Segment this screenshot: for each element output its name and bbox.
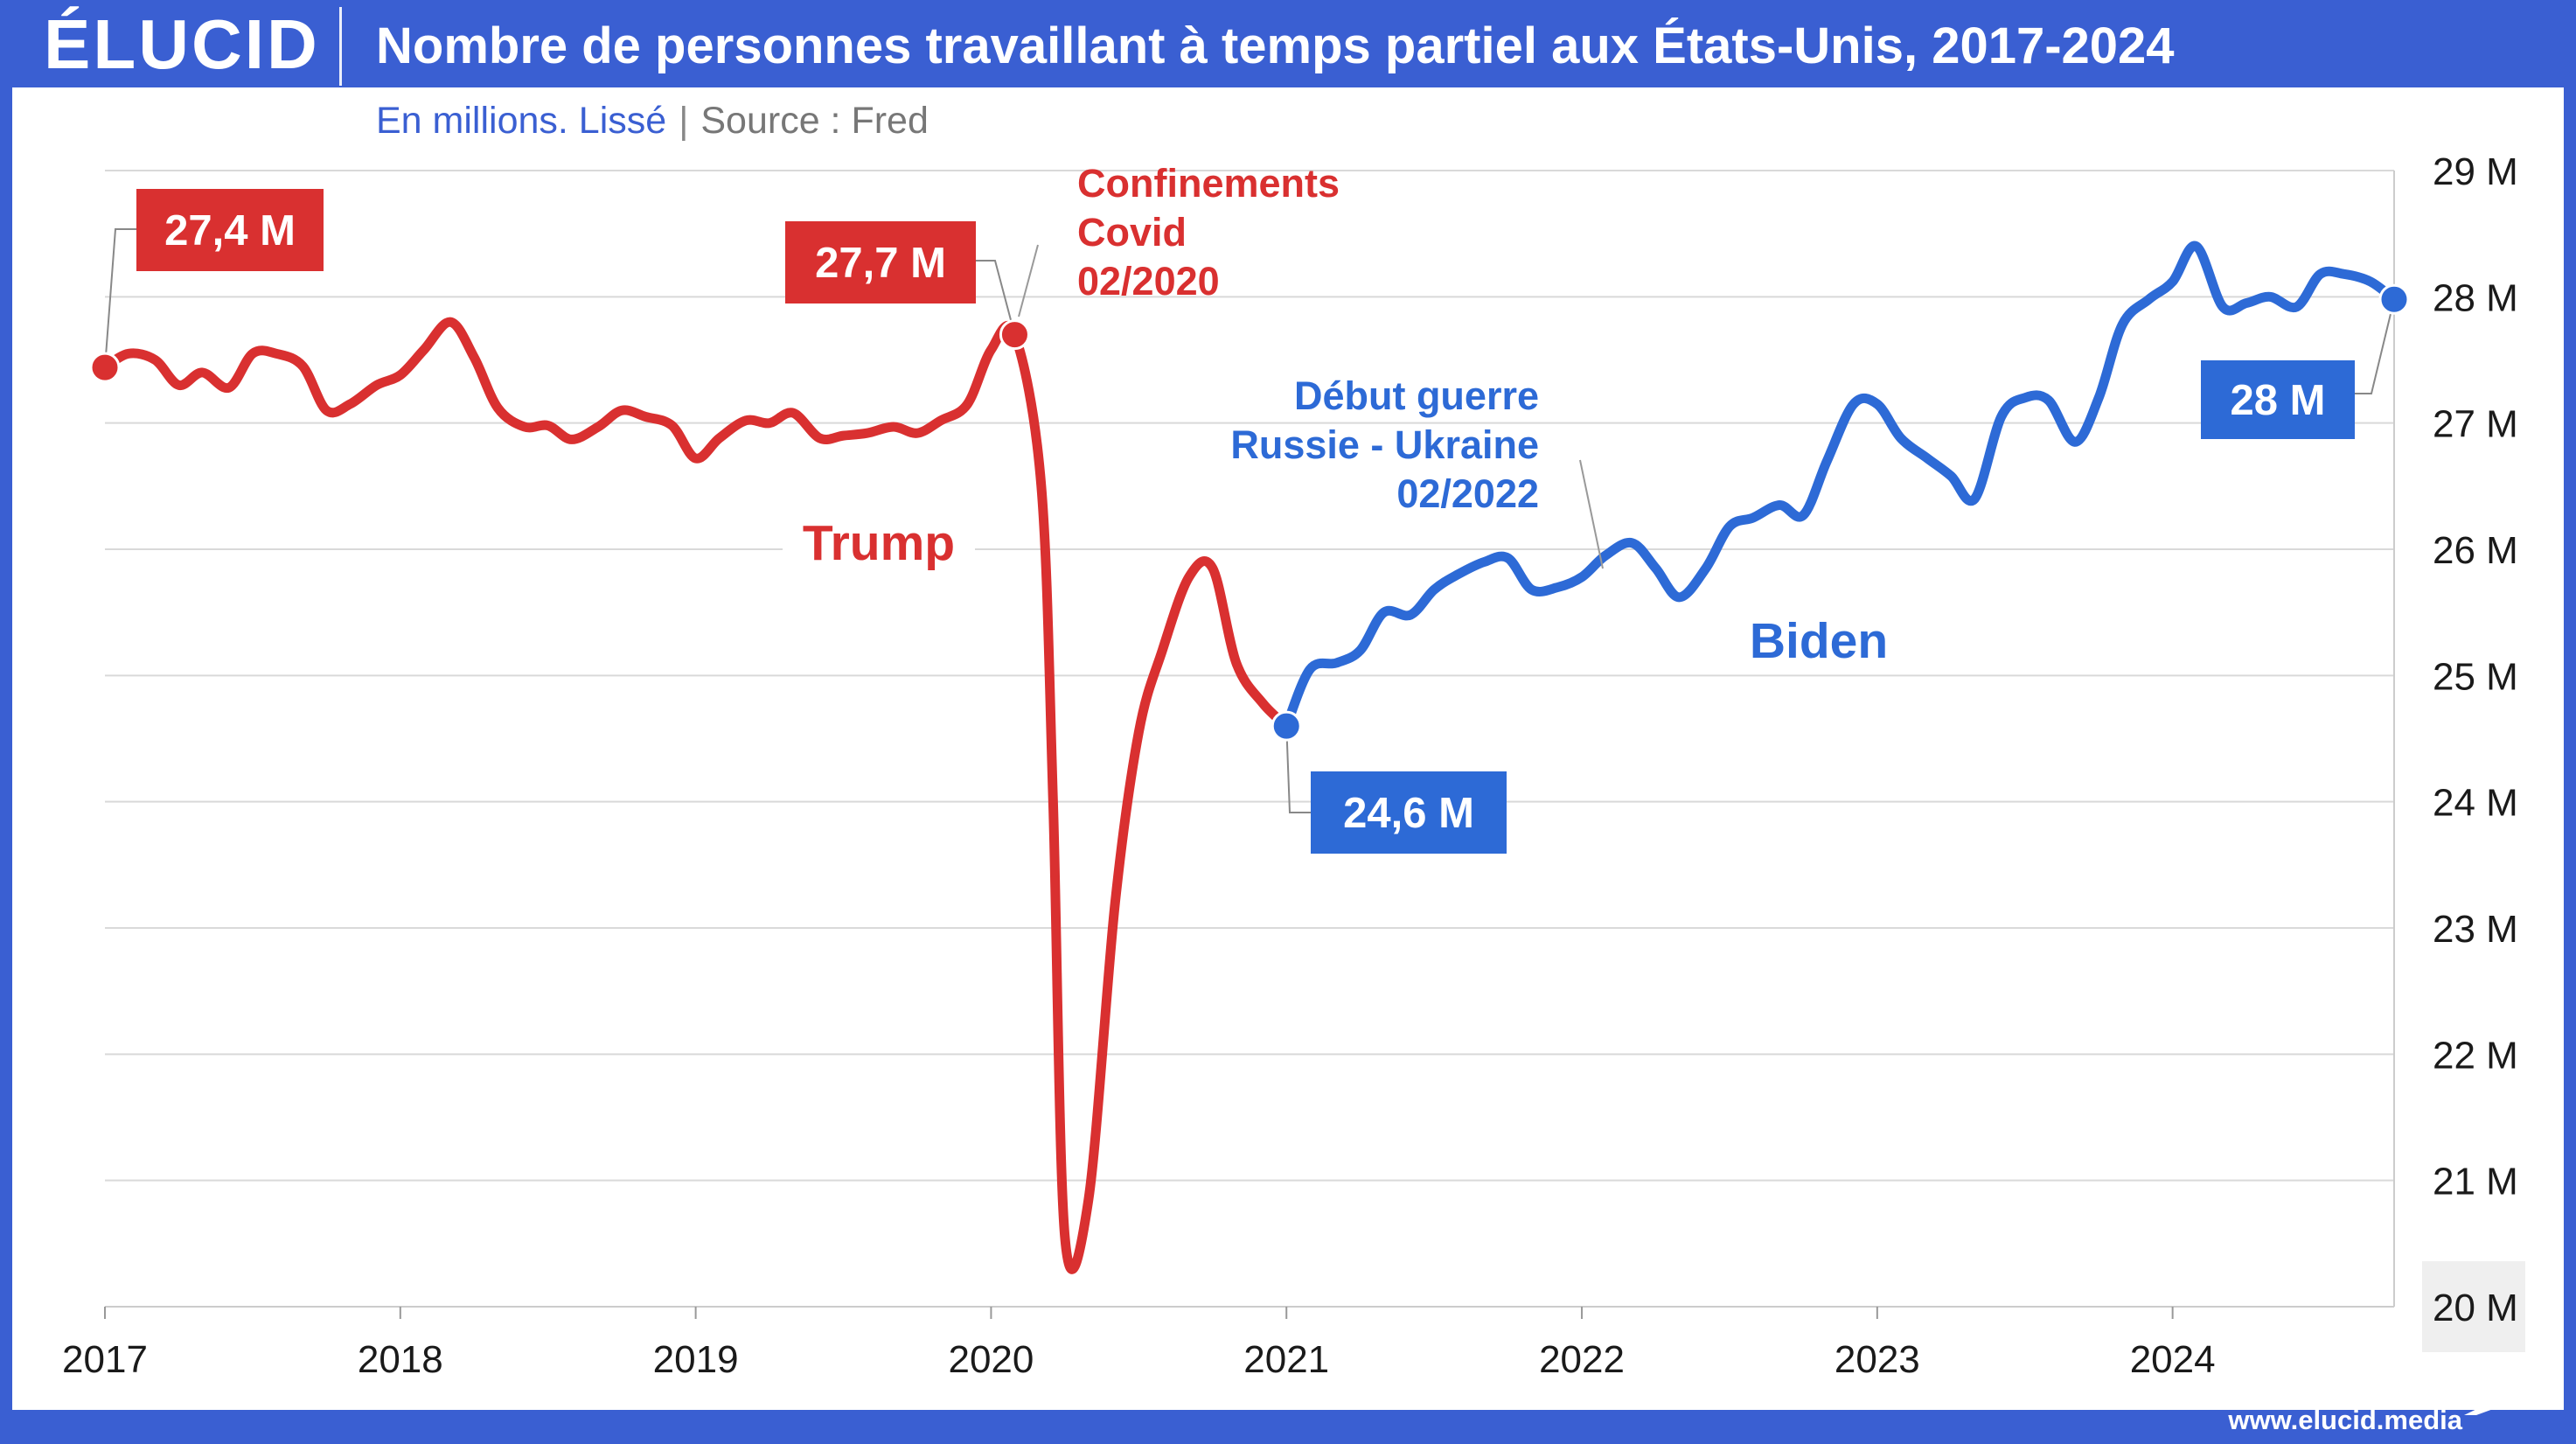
y-tick-label: 29 M	[2433, 150, 2518, 193]
subtitle-source: Source : Fred	[700, 100, 929, 142]
annotation-leader	[1579, 459, 1604, 569]
header-divider	[339, 7, 342, 86]
annotation-text: Confinements	[1077, 161, 1340, 206]
annotation-text: 02/2022	[1396, 471, 1539, 516]
annotation-text: Début guerre	[1294, 373, 1539, 418]
y-tick-label: 22 M	[2433, 1034, 2518, 1077]
y-tick-label: 26 M	[2433, 529, 2518, 572]
value-label-leader	[976, 260, 1016, 335]
value-label-box	[1311, 771, 1507, 854]
series-endpoint-marker	[999, 319, 1030, 351]
annotation-text: 02/2020	[1077, 259, 1220, 303]
value-label: 28 M	[2231, 377, 2326, 424]
annotation-leader	[1018, 244, 1039, 317]
y-tick-label: 24 M	[2433, 782, 2518, 825]
x-tick-label: 2017	[62, 1338, 148, 1381]
value-label-leader	[104, 228, 136, 368]
y-tick-label: 21 M	[2433, 1161, 2518, 1203]
chart-title: Nombre de personnes travaillant à temps …	[376, 17, 2175, 74]
period-label-bg	[1723, 614, 1915, 672]
y-tick-label: 28 M	[2433, 276, 2518, 319]
footer-bar	[0, 1410, 2576, 1444]
y-tick-label: 23 M	[2433, 908, 2518, 951]
value-label: 27,7 M	[815, 240, 946, 287]
header-bar	[0, 0, 2576, 87]
x-tick-label: 2022	[1539, 1338, 1625, 1381]
footer-url-link[interactable]: www.elucid.media	[2228, 1405, 2462, 1435]
x-tick-label: 2023	[1835, 1338, 1920, 1381]
value-label-box	[136, 189, 324, 271]
x-tick-label: 2018	[358, 1338, 443, 1381]
value-label-leader	[1285, 726, 1311, 813]
value-label-leader	[2355, 298, 2395, 394]
value-label-box	[785, 221, 976, 303]
period-label-bg	[783, 516, 975, 574]
chart-subtitle: En millions. Lissé | Source : Fred	[376, 94, 929, 147]
x-tick-label: 2019	[653, 1338, 739, 1381]
y-tick-label: 27 M	[2433, 403, 2518, 446]
value-label-box	[2201, 360, 2355, 439]
elucid-mark-icon	[2464, 1391, 2515, 1415]
value-label: 27,4 M	[164, 207, 296, 255]
y-tick-label: 20 M	[2433, 1287, 2518, 1329]
value-label: 24,6 M	[1343, 790, 1474, 837]
series-endpoint-marker	[1271, 710, 1302, 742]
x-tick-label: 2024	[2130, 1338, 2216, 1381]
series-endpoint-marker	[2378, 283, 2410, 315]
x-tick-label: 2020	[948, 1338, 1034, 1381]
series-endpoint-marker	[89, 352, 121, 383]
subtitle-unit: En millions. Lissé	[376, 100, 667, 142]
series-line-trump	[100, 317, 1291, 1274]
annotation-text: Covid	[1077, 210, 1187, 255]
ytick-highlight	[2422, 1261, 2525, 1352]
series-line-biden	[1281, 241, 2399, 731]
period-label: Biden	[1750, 613, 1888, 669]
x-tick-label: 2021	[1243, 1338, 1329, 1381]
y-tick-label: 25 M	[2433, 655, 2518, 698]
subtitle-separator: |	[679, 100, 689, 142]
period-label: Trump	[803, 515, 955, 571]
annotation-text: Russie - Ukraine	[1230, 422, 1539, 467]
elucid-logo: ÉLUCID	[44, 5, 320, 83]
